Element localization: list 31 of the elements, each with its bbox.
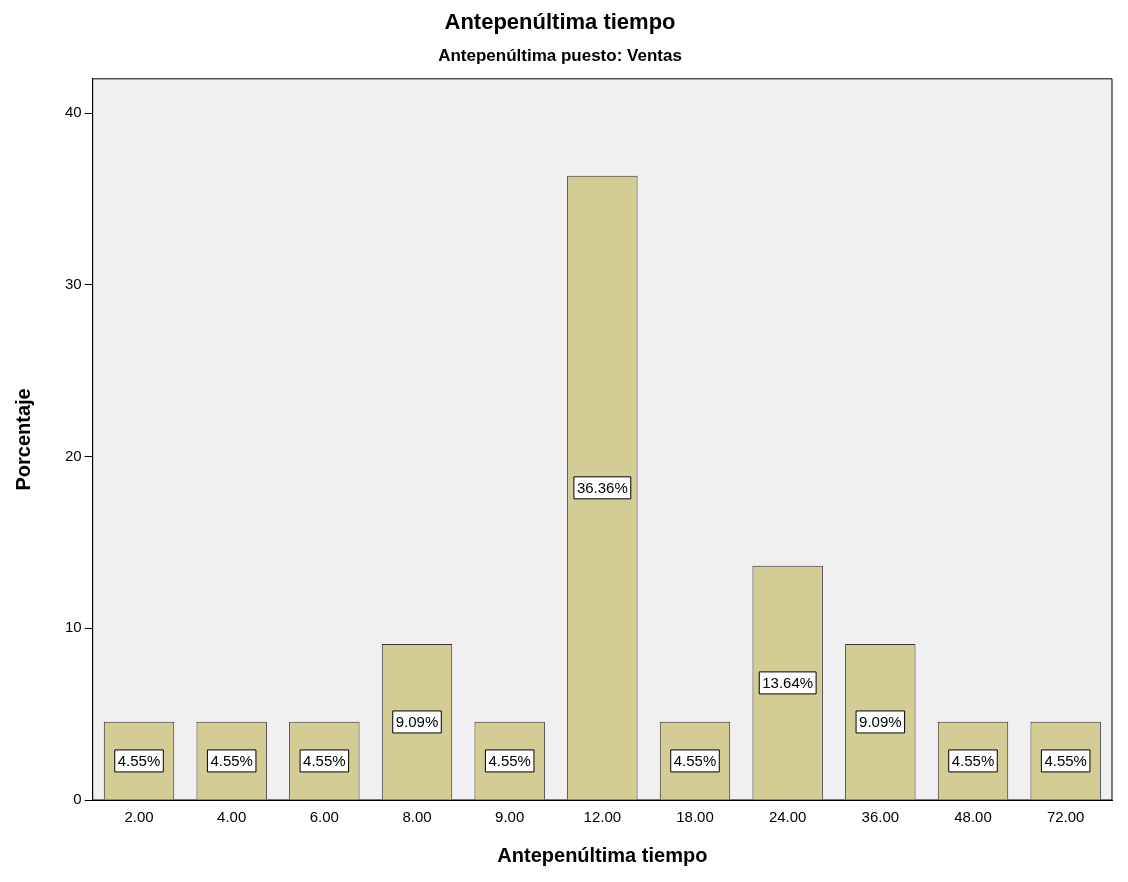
x-tick-label: 4.00 — [217, 808, 247, 826]
data-label: 4.55% — [303, 752, 346, 770]
y-tick-label: 10 — [65, 618, 82, 636]
data-label: 9.09% — [859, 713, 902, 731]
chart-subtitle: Antepenúltima puesto: Ventas — [438, 46, 682, 66]
data-label: 4.55% — [1044, 752, 1087, 770]
data-label: 4.55% — [673, 752, 717, 770]
x-tick-label: 6.00 — [309, 808, 339, 826]
x-tick-label: 12.00 — [583, 808, 622, 826]
x-tick-label: 72.00 — [1046, 808, 1085, 826]
data-label: 9.09% — [395, 713, 439, 731]
x-tick-label: 36.00 — [861, 808, 900, 826]
x-tick-label: 2.00 — [124, 808, 154, 826]
chart-title: Antepenúltima tiempo — [444, 9, 676, 35]
y-tick-label: 30 — [65, 275, 82, 292]
data-label: 36.36% — [576, 478, 628, 496]
y-tick-label: 40 — [65, 103, 82, 121]
x-tick-label: 9.00 — [495, 808, 525, 826]
x-tick-label: 18.00 — [676, 808, 714, 826]
data-label: 4.55% — [210, 752, 253, 770]
y-tick-label: 0 — [73, 790, 82, 808]
x-tick-label: 8.00 — [402, 808, 432, 826]
data-label: 4.55% — [488, 752, 531, 770]
x-axis-title: Antepenúltima tiempo — [497, 843, 708, 866]
data-label: 4.55% — [117, 752, 161, 770]
x-tick-label: 48.00 — [954, 808, 992, 826]
y-tick-label: 20 — [65, 446, 82, 464]
data-label: 4.55% — [951, 752, 995, 770]
x-tick-label: 24.00 — [768, 808, 807, 826]
data-label: 13.64% — [762, 674, 814, 692]
y-axis-title: Porcentaje — [11, 388, 34, 491]
